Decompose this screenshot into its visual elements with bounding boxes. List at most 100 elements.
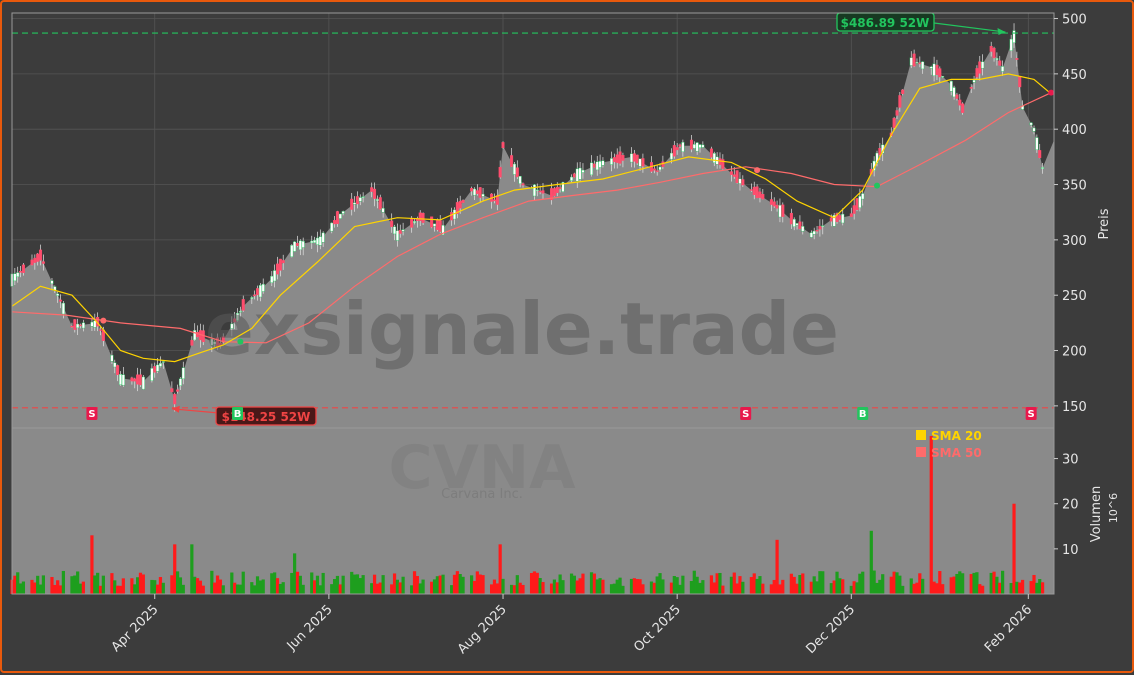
- volume-bar-up: [70, 576, 74, 594]
- candle-up: [921, 61, 925, 70]
- volume-bar-up: [21, 581, 26, 594]
- volume-bar-up: [370, 583, 374, 594]
- candle-down: [829, 217, 833, 222]
- volume-bar-down: [1040, 582, 1045, 594]
- volume-bar-down: [529, 572, 534, 594]
- volume-bar-up: [253, 585, 257, 594]
- volume-bar-up: [818, 571, 822, 594]
- volume-bar-up: [849, 585, 853, 594]
- price-tick-label: 200: [1062, 345, 1087, 360]
- candle-up: [250, 297, 254, 299]
- candle-down: [789, 212, 793, 225]
- candle-down: [678, 144, 682, 147]
- volume-bar-up: [678, 584, 682, 594]
- volume-bar-up: [352, 574, 357, 594]
- volume-bar-down: [13, 575, 17, 594]
- candle-up: [158, 363, 162, 367]
- watermark-site: exsignale.trade: [205, 287, 839, 371]
- candle-up: [561, 182, 565, 192]
- volume-bar-down: [213, 582, 217, 594]
- volume-bar-down: [918, 573, 922, 594]
- volume-bar-down: [390, 584, 394, 594]
- volume-bar-down: [555, 582, 559, 594]
- candle-up: [381, 208, 385, 213]
- volume-axis-label: Volumen: [1089, 486, 1104, 543]
- sell-signal-marker: [86, 407, 98, 420]
- volume-bar-up: [361, 575, 365, 594]
- candle-up: [310, 240, 314, 244]
- candle-down: [918, 62, 922, 65]
- date-tick-label: Jun 2025: [284, 602, 336, 654]
- sell-signal-marker: [740, 407, 752, 420]
- volume-bar-down: [641, 584, 645, 594]
- volume-bar-down: [738, 576, 742, 594]
- candle-down: [461, 199, 465, 203]
- candle-up: [273, 270, 277, 282]
- price-area-fill: [12, 35, 1054, 428]
- candle-down: [176, 389, 180, 392]
- volume-bar-up: [161, 582, 165, 594]
- candle-down: [378, 197, 382, 210]
- candle-up: [681, 142, 685, 152]
- volume-bar-up: [318, 585, 322, 594]
- volume-bar-up: [1015, 581, 1019, 594]
- candle-down: [749, 189, 753, 191]
- high-52w-label: $486.89 52W: [841, 16, 930, 30]
- volume-bar-up: [335, 575, 340, 594]
- volume-bar-up: [835, 571, 839, 594]
- candle-down: [955, 94, 959, 99]
- volume-bar-up: [175, 571, 180, 594]
- candle-up: [161, 361, 165, 363]
- candle-up: [293, 241, 297, 252]
- volume-bar-up: [330, 584, 334, 594]
- candle-up: [230, 323, 234, 329]
- candle-up: [315, 237, 319, 245]
- candle-up: [56, 293, 60, 296]
- volume-bar-up: [421, 579, 425, 594]
- volume-bar-down: [581, 573, 585, 594]
- candle-up: [578, 167, 582, 180]
- candle-up: [361, 196, 365, 198]
- candle-down: [173, 393, 177, 405]
- volume-bar-up: [432, 579, 437, 594]
- candle-up: [629, 153, 633, 163]
- candle-down: [729, 171, 733, 175]
- candle-down: [641, 158, 645, 167]
- volume-bar-down: [438, 575, 442, 594]
- volume-bar-up: [572, 575, 576, 594]
- candle-up: [812, 230, 816, 235]
- volume-bar-up: [989, 572, 993, 594]
- volume-bar-up: [961, 573, 965, 594]
- candle-up: [972, 79, 976, 83]
- price-tick-label: 400: [1062, 123, 1087, 138]
- volume-bar-up: [621, 585, 625, 594]
- volume-bar-up: [972, 572, 976, 594]
- signal-label: B: [234, 409, 242, 420]
- legend-swatch: [916, 447, 926, 457]
- candle-down: [1038, 150, 1042, 159]
- candle-down: [755, 186, 759, 199]
- volume-bar-down: [475, 571, 479, 594]
- volume-bar-up: [655, 576, 659, 594]
- candle-down: [458, 201, 462, 209]
- volume-bar-up: [418, 583, 422, 594]
- volume-bar-down: [601, 579, 605, 594]
- volume-bar-down: [949, 577, 953, 594]
- candle-down: [632, 153, 636, 162]
- watermark-ticker: CVNA: [388, 433, 576, 503]
- candle-up: [809, 232, 813, 238]
- low-52w-arrowhead: [171, 405, 180, 413]
- sma50-line: [11, 92, 1052, 344]
- candle-up: [575, 168, 579, 182]
- volume-bar-down: [512, 585, 517, 594]
- candle-down: [835, 213, 839, 223]
- volume-bar-up: [501, 578, 505, 594]
- candle-down: [70, 325, 74, 328]
- candle-up: [298, 240, 302, 251]
- volume-bar-up: [975, 572, 979, 594]
- candle-down: [838, 215, 842, 220]
- candle-up: [698, 144, 702, 148]
- candle-down: [741, 179, 745, 186]
- volume-bar-down: [195, 578, 200, 594]
- candle-down: [541, 190, 545, 194]
